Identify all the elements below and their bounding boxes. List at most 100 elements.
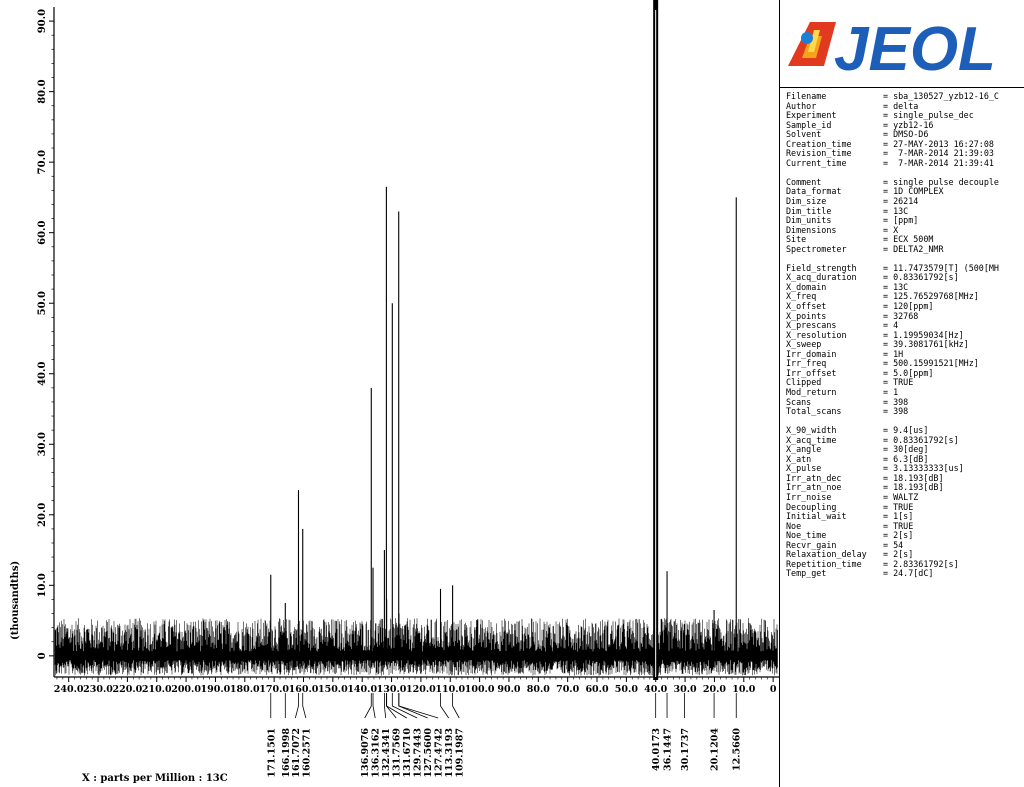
param-name: X_points [786,310,827,321]
param-value: = delta [883,100,919,111]
noise-trace [54,618,778,676]
param-value: = 24.7[dC] [883,568,934,579]
param-value: = WALTZ [883,491,919,502]
param-value: = 2.83361792[s] [883,558,959,569]
x-tick-label: 130.0 [377,684,407,695]
param-value: = 4 [883,320,899,331]
param-row: Irr_offset = 5.0[ppm] [786,367,1024,379]
param-row: Experiment = single_pulse_dec [786,111,1024,121]
param-name: Revision_time [786,148,852,159]
param-value: = 0.83361792[s] [883,434,959,445]
peak-label: 131.6710 [402,728,413,778]
param-value: = TRUE [883,377,914,388]
x-tick-label: 170.0 [259,684,289,695]
param-name: Irr_offset [786,367,837,378]
peak-label: 132.4341 [381,728,392,778]
param-row: Temp_get = 24.7[dC] [786,569,1024,579]
peak-leader [385,693,397,719]
param-row: Filename = sba_130527_yzb12-16_C [786,91,1024,102]
param-row: Site = ECX 500M [786,235,1024,245]
param-row: Noe_time = 2[s] [786,531,1024,541]
y-tick-label: 60.0 [37,220,48,244]
param-value: = 1.19959034[Hz] [883,329,964,340]
param-row: Recvr_gain = 54 [786,540,1024,551]
x-tick-label: 50.0 [615,684,639,695]
param-name: Filename [786,91,827,101]
param-name: Data_format [786,186,842,197]
param-row: Total_scans = 398 [786,406,1024,417]
param-value: = 1D COMPLEX [883,186,944,197]
y-tick-label: 10.0 [37,573,48,597]
param-value: = 3.13333333[us] [883,463,964,474]
param-name: X_offset [786,301,827,312]
param-value: = DELTA2_NMR [883,243,944,254]
param-name: Dim_size [786,196,827,207]
param-row: Dim_size = 26214 [786,196,1024,207]
x-tick-label: 90.0 [497,684,521,695]
x-tick-label: 160.0 [289,684,319,695]
param-row: Irr_freq = 500.15991521[MHz] [786,359,1024,369]
param-name: Noe_time [786,530,827,541]
param-name: X_resolution [786,329,847,340]
peak-leader [294,693,299,719]
param-value: = 1 [883,386,899,397]
param-value: = 0.83361792[s] [883,272,959,283]
param-name: Dimensions [786,224,837,235]
peak-leader [302,693,307,719]
param-value: = 13C [883,281,909,292]
param-row: Solvent = DMSO-D6 [786,130,1024,140]
param-row: X_atn = 6.3[dB] [786,453,1024,465]
param-row: Decoupling = TRUE [786,501,1024,513]
peak-label: 127.5600 [423,728,434,778]
param-value: = 7-MAR-2014 21:39:03 [883,148,994,159]
y-tick-label: 90.0 [37,9,48,33]
param-row: Revision_time = 7-MAR-2014 21:39:03 [786,149,1024,159]
param-value: = 9.4[us] [883,425,929,436]
param-row: X_freq = 125.76529768[MHz] [786,292,1024,302]
param-value: = 6.3[dB] [883,453,929,464]
param-name: Temp_get [786,568,827,579]
x-tick-label: 20.0 [703,684,727,695]
param-name: Irr_atn_dec [786,472,842,483]
param-row: Creation_time = 27-MAY-2013 16:27:08 [786,138,1024,150]
param-value: = sba_130527_yzb12-16_C [883,91,999,101]
param-row: X_domain = 13C [786,281,1024,293]
chart-axes: 0 10.0 20.0 30.0 40.0 50.0 60.0 70.0 80.0 90.0 240… [37,7,779,695]
param-name: Relaxation_delay [786,549,867,560]
x-tick-label: 10.0 [732,684,756,695]
param-value: = 27-MAY-2013 16:27:08 [883,138,994,149]
peak-label: 171.1501 [266,728,277,778]
peak-labels: 171.1501 166.1998 161.7072 160.2571 136.9076… [266,693,743,778]
param-row: X_angle = 30[deg] [786,445,1024,455]
peak-leader [364,693,372,719]
param-value: = 2[s] [883,530,914,541]
param-value: = 7-MAR-2014 21:39:41 [883,157,994,168]
param-value: = 30[deg] [883,444,929,455]
param-name: Scans [786,396,812,407]
param-name: X_prescans [786,320,837,331]
param-row: X_acq_duration = 0.83361792[s] [786,273,1024,283]
y-tick-label: 0 [37,652,48,659]
peak-series [270,0,737,680]
param-value: = 398 [883,396,909,407]
y-tick-label: 30.0 [37,432,48,456]
param-name: Repetition_time [786,558,862,569]
param-value: = ECX 500M [883,234,934,245]
param-name: Irr_domain [786,348,837,359]
param-name: X_acq_time [786,434,837,445]
y-tick-label: 70.0 [37,150,48,174]
param-value: = TRUE [883,501,914,512]
param-value: = 32768 [883,310,919,321]
param-value: = 2[s] [883,549,914,560]
param-name: Sample_id [786,119,832,130]
peak-label: 166.1998 [281,728,292,778]
x-axis-title: X : parts per Million : 13C [82,773,228,784]
x-tick-label: 120.0 [406,684,436,695]
peak-label: 30.1737 [680,728,691,771]
peak-leader [372,693,376,719]
param-value: = single pulse decouple [883,176,999,187]
x-tick-label: 230.0 [83,684,113,695]
param-row: Scans = 398 [786,396,1024,408]
x-tick-label: 190.0 [201,684,231,695]
info-panel: JEOL Filename = sba_130527_yzb12-16_C Auth… [779,0,1024,787]
